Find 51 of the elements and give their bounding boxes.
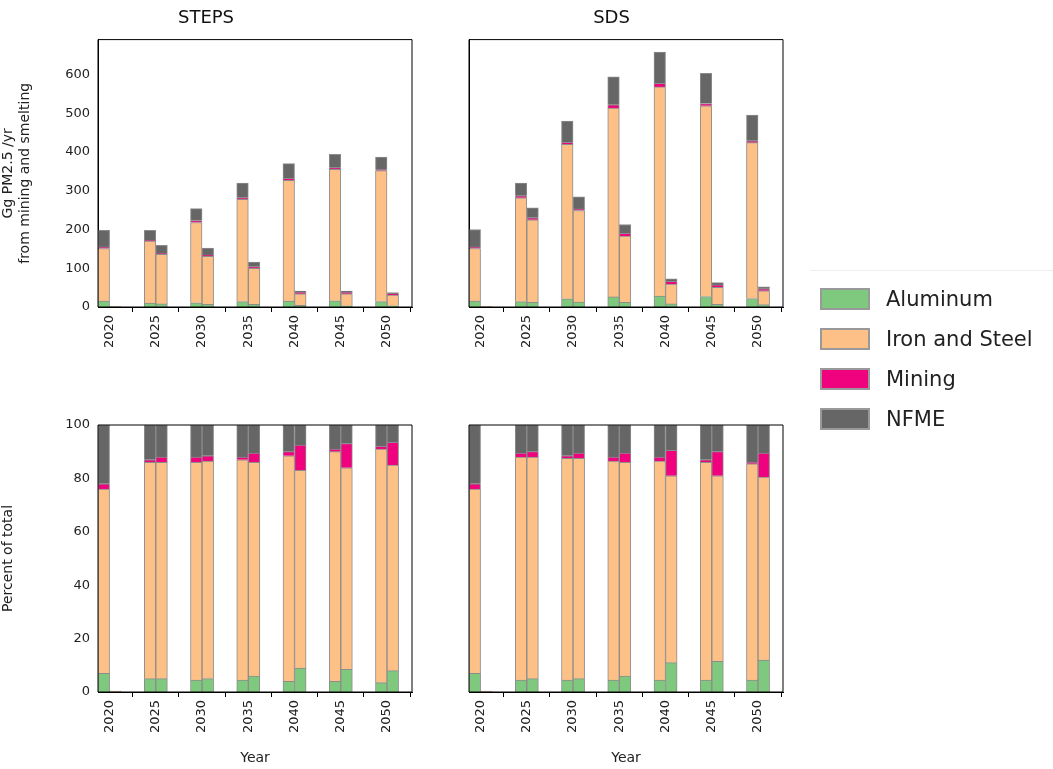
x-tick-label: 2040	[285, 700, 301, 734]
x-axis-title: Year	[610, 749, 642, 766]
x-tick-label: 2040	[656, 700, 672, 734]
chart-title: STEPS	[177, 6, 235, 28]
x-tick-label: 2025	[518, 315, 534, 349]
y-tick-label: 100	[65, 259, 90, 275]
x-tick-label: 2040	[656, 315, 672, 349]
x-tick-label: 2050	[378, 315, 394, 349]
x-tick-label: 2025	[147, 700, 163, 734]
x-tick-label: 2045	[332, 700, 348, 734]
x-tick-label: 2050	[749, 700, 765, 734]
y-tick-label: 100	[65, 416, 90, 432]
y-tick-label: 400	[65, 143, 90, 159]
y-tick-label: 80	[73, 469, 90, 485]
y-tick-label: 600	[65, 65, 90, 81]
x-tick-label: 2045	[703, 700, 719, 734]
x-tick-label: 2025	[147, 315, 163, 349]
y-tick-label: 40	[73, 576, 90, 592]
x-tick-label: 2050	[378, 700, 394, 734]
y-tick-label: 500	[65, 104, 90, 120]
x-tick-label: 2020	[100, 315, 116, 349]
chart-title: SDS	[593, 6, 630, 28]
y-axis-title: Gg PM2.5 /yr from mining and smelting	[0, 82, 32, 264]
x-tick-label: 2035	[610, 700, 626, 734]
x-tick-label: 2030	[193, 315, 209, 349]
x-tick-label: 2035	[239, 700, 255, 734]
legend-label: NFME	[886, 407, 946, 431]
x-tick-label: 2045	[332, 315, 348, 349]
x-tick-label: 2035	[239, 315, 255, 349]
x-tick-label: 2020	[471, 700, 487, 734]
x-tick-label: 2040	[285, 315, 301, 349]
x-tick-label: 2030	[564, 700, 580, 734]
y-tick-label: 0	[81, 683, 90, 699]
y-tick-label: 20	[73, 629, 90, 645]
x-tick-label: 2045	[703, 315, 719, 349]
x-tick-label: 2020	[100, 700, 116, 734]
x-tick-label: 2035	[610, 315, 626, 349]
legend-label: Iron and Steel	[886, 327, 1033, 351]
y-axis-title: Percent of total	[0, 504, 16, 613]
legend-label: Aluminum	[886, 287, 993, 311]
x-tick-label: 2020	[471, 315, 487, 349]
y-tick-label: 0	[81, 298, 90, 314]
y-tick-label: 200	[65, 220, 90, 236]
legend-label: Mining	[886, 367, 956, 391]
x-tick-label: 2025	[518, 700, 534, 734]
x-tick-label: 2030	[193, 700, 209, 734]
y-tick-label: 300	[65, 182, 90, 198]
x-axis-title: Year	[239, 749, 271, 766]
x-tick-label: 2050	[749, 315, 765, 349]
x-tick-label: 2030	[564, 315, 580, 349]
y-tick-label: 60	[73, 523, 90, 539]
